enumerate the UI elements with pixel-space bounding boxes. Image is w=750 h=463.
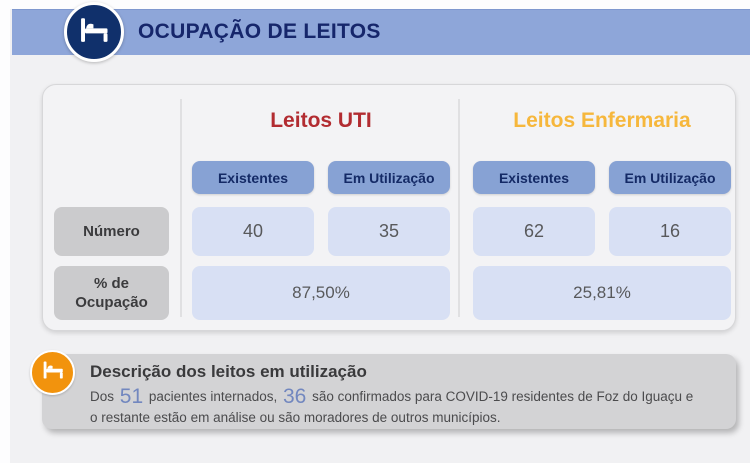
description-segment: pacientes internados, — [145, 389, 281, 404]
cell-uti-em-utilizacao: 35 — [328, 207, 450, 256]
section-title-enfermaria: Leitos Enfermaria — [513, 109, 691, 132]
column-header-enf-existentes: Existentes — [473, 161, 595, 194]
cell-enf-ocupacao: 25,81% — [473, 266, 731, 320]
column-header-enf-em-utilizacao: Em Utilização — [609, 161, 731, 194]
vertical-divider — [180, 99, 182, 317]
description-badge — [30, 350, 75, 395]
confirmed-covid-count: 36 — [282, 385, 307, 408]
description-text: Dos 51 pacientes internados, 36 são conf… — [90, 386, 704, 428]
row-label-ocupacao: % de Ocupação — [54, 266, 169, 320]
description-segment: Dos — [90, 389, 118, 404]
patients-total-count: 51 — [119, 385, 144, 408]
column-header-uti-em-utilizacao: Em Utilização — [328, 161, 450, 194]
page-title: OCUPAÇÃO DE LEITOS — [138, 20, 381, 43]
cell-enf-existentes: 62 — [473, 207, 595, 256]
cell-uti-ocupacao: 87,50% — [192, 266, 450, 320]
description-title: Descrição dos leitos em utilização — [90, 362, 367, 381]
vertical-divider — [458, 99, 460, 317]
row-label-numero: Número — [54, 207, 169, 256]
bed-icon — [76, 12, 112, 53]
cell-uti-existentes: 40 — [192, 207, 314, 256]
bed-icon — [40, 357, 66, 388]
cell-enf-em-utilizacao: 16 — [609, 207, 731, 256]
section-title-uti: Leitos UTI — [270, 109, 372, 132]
description-box: Descrição dos leitos em utilização Dos 5… — [42, 354, 736, 429]
header-bar — [12, 9, 750, 55]
column-header-uti-existentes: Existentes — [192, 161, 314, 194]
occupancy-card: Leitos UTI Leitos Enfermaria Existentes … — [42, 84, 736, 331]
header-badge — [64, 2, 124, 62]
description-segment: são confirmados para COVID-19 residentes… — [90, 389, 694, 425]
